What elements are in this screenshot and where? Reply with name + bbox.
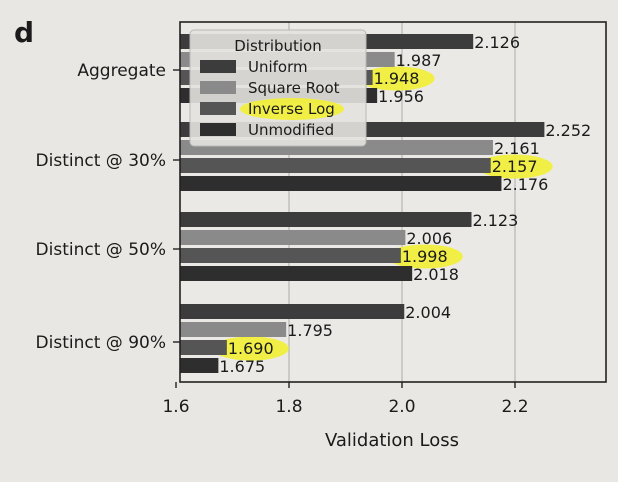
bar: [180, 230, 406, 245]
legend: Distribution Uniform Square Root Inverse Lo…: [189, 29, 367, 147]
label-highlight: [386, 244, 463, 269]
bar-value-label: 2.161: [494, 139, 540, 158]
panel-label: d: [14, 16, 34, 49]
bar: [180, 340, 227, 355]
bar-value-label: 2.176: [502, 175, 548, 194]
bar: [180, 176, 502, 191]
bar: [180, 158, 491, 173]
legend-swatch: [200, 102, 236, 115]
legend-highlight: [240, 98, 344, 120]
bar-value-label: 2.006: [406, 229, 452, 248]
bar: [180, 248, 401, 263]
legend-entry-label: Square Root: [248, 79, 340, 97]
y-tick-label: Distinct @ 50%: [36, 240, 166, 260]
bar-value-label: 2.252: [545, 121, 591, 140]
y-tick-label: Aggregate: [77, 61, 166, 81]
legend-swatch: [200, 60, 236, 73]
bar-value-label: 1.675: [219, 357, 265, 376]
bar-value-label: 1.690: [228, 339, 274, 358]
bar-value-label: 2.004: [405, 303, 451, 322]
bar-value-label: 2.126: [474, 33, 520, 52]
legend-entry-label: Uniform: [248, 58, 308, 76]
bar: [180, 304, 405, 319]
bar-value-label: 1.956: [378, 87, 424, 106]
bar-value-label: 2.123: [472, 211, 518, 230]
bar-value-label: 1.948: [374, 69, 420, 88]
bar-value-label: 2.157: [492, 157, 538, 176]
bar: [180, 358, 219, 373]
y-axis-ticks: Aggregate Distinct @ 30% Distinct @ 50% Dis…: [36, 61, 180, 353]
x-axis-ticks: 1.6 1.8 2.0 2.2: [162, 382, 529, 417]
plot-frame: [179, 21, 607, 383]
legend-swatch: [200, 81, 236, 94]
y-tick-label: Distinct @ 90%: [36, 333, 166, 353]
bar-value-label: 1.987: [396, 51, 442, 70]
bar: [180, 322, 287, 337]
legend-title: Distribution: [234, 37, 322, 55]
bar-value-label: 1.998: [402, 247, 448, 266]
x-tick-label: 1.8: [275, 397, 302, 417]
y-tick-label: Distinct @ 30%: [36, 151, 166, 171]
highlight-marks: [212, 66, 553, 361]
label-highlight: [476, 154, 553, 179]
x-axis-label: Validation Loss: [325, 430, 459, 451]
legend-swatch: [200, 123, 236, 136]
label-highlight: [358, 66, 435, 91]
bar-value-label: 1.795: [287, 321, 333, 340]
legend-entry-label: Unmodified: [248, 121, 334, 139]
x-tick-label: 1.6: [162, 397, 189, 417]
legend-entry-label: Inverse Log: [248, 100, 335, 118]
bar: [180, 212, 472, 227]
x-tick-label: 2.2: [501, 397, 528, 417]
x-tick-label: 2.0: [388, 397, 415, 417]
bar-value-label: 2.018: [413, 265, 459, 284]
label-highlight: [212, 336, 289, 361]
bar: [180, 266, 413, 281]
